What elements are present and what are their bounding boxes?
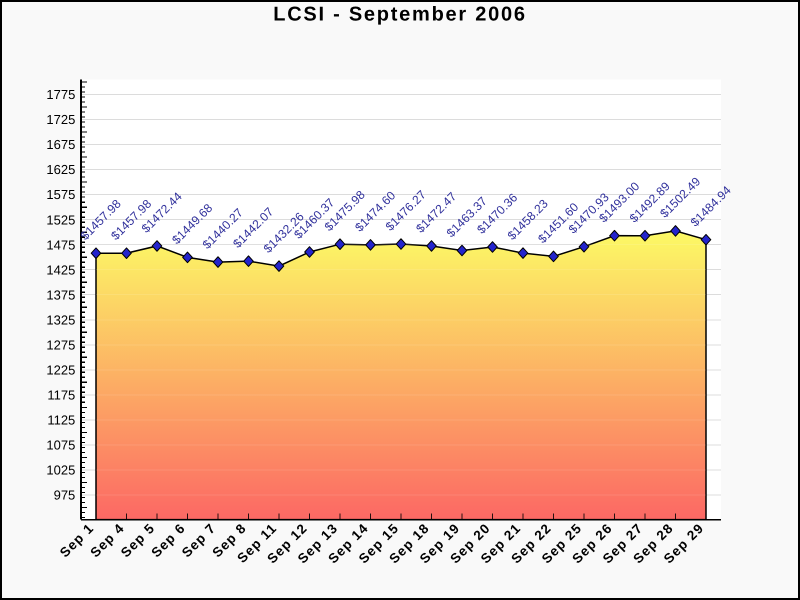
svg-text:1175: 1175 <box>47 387 75 402</box>
svg-text:1075: 1075 <box>46 438 75 453</box>
svg-text:1325: 1325 <box>46 312 75 327</box>
svg-text:1775: 1775 <box>46 87 75 102</box>
svg-text:LCSI - September 2006: LCSI - September 2006 <box>273 4 527 26</box>
svg-text:975: 975 <box>54 488 76 503</box>
svg-text:1525: 1525 <box>46 212 75 227</box>
svg-text:1625: 1625 <box>46 162 75 177</box>
svg-text:1375: 1375 <box>46 287 75 302</box>
svg-text:1275: 1275 <box>46 337 75 352</box>
svg-text:1225: 1225 <box>46 362 75 377</box>
svg-text:1675: 1675 <box>46 137 75 152</box>
svg-text:1425: 1425 <box>46 262 75 277</box>
svg-text:1475: 1475 <box>46 237 75 252</box>
svg-text:1025: 1025 <box>46 463 75 478</box>
svg-text:1575: 1575 <box>46 187 75 202</box>
svg-text:1725: 1725 <box>46 112 75 127</box>
svg-text:1125: 1125 <box>47 412 75 427</box>
